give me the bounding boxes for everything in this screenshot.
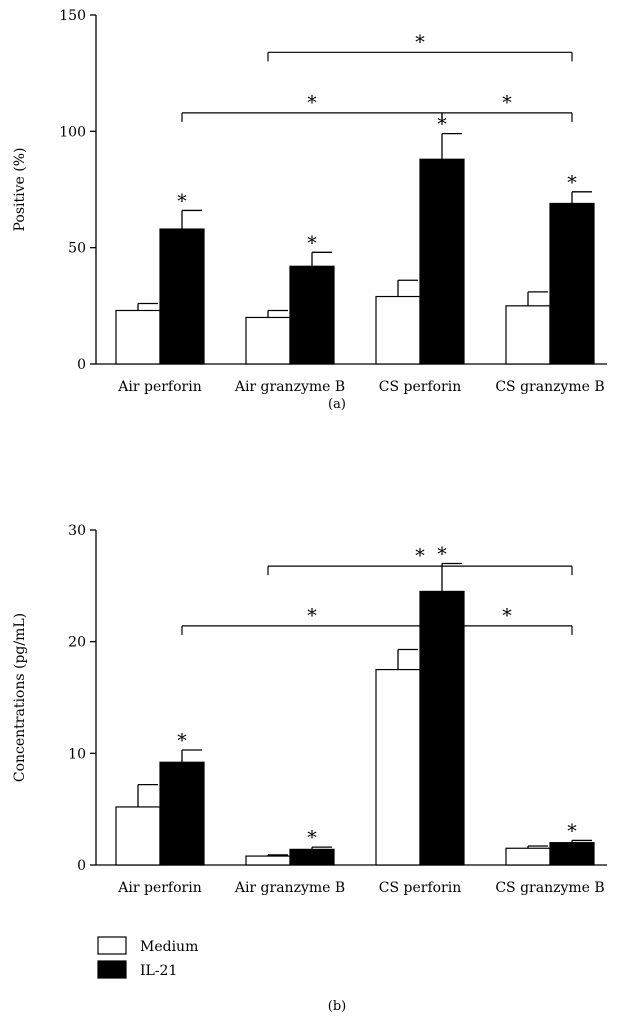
significance-marker: * [177,190,187,212]
legend-swatch-medium [97,936,127,955]
category-label: CS perforin [379,379,462,395]
bar-medium [505,305,551,365]
panel-a-chart: 0 50 100 150 Positive (%) Air perforin Air gra… [12,8,607,412]
bracket-marker: * [415,31,425,53]
category-label: CS granzyme B [495,880,604,896]
category-label: Air granzyme B [234,880,345,896]
bar-il-21 [549,202,595,365]
y-tick-label: 10 [68,746,86,762]
bar-il-21 [289,265,335,365]
significance-marker: * [307,827,317,849]
panel-caption: (b) [328,999,346,1014]
bar-il-21 [549,842,595,866]
significance-marker: * [307,232,317,254]
y-axis-label: Concentrations (pg/mL) [12,613,28,782]
bar-medium [245,316,291,365]
y-tick-label: 20 [68,635,86,651]
significance-marker: * [567,820,577,842]
significance-marker: * [567,172,577,194]
bar-il-21 [289,848,335,866]
bar-medium [115,309,161,365]
bar-il-21 [419,590,465,866]
significance-marker: * [437,114,447,136]
bar-medium [115,806,161,866]
legend-swatch-il-21 [97,960,127,979]
bar-medium [375,295,421,365]
category-label: Air perforin [117,880,201,896]
y-tick-label: 0 [77,858,86,874]
bar-medium [375,668,421,866]
y-tick-label: 100 [59,124,86,140]
bracket-marker: * [307,605,317,627]
legend-label-medium: Medium [140,939,198,955]
significance-marker: * [177,730,187,752]
bar-medium [505,847,551,866]
panel-caption: (a) [328,397,346,412]
bar-il-21 [419,158,465,365]
bar-il-21 [159,761,205,866]
category-label: CS granzyme B [495,379,604,395]
bracket-marker: * [502,92,512,114]
category-label: CS perforin [379,880,462,896]
legend-label-il-21: IL-21 [140,963,177,979]
panel-b-chart: 0 10 20 30 Concentrations (pg/mL) Air perfori… [12,523,607,1014]
y-tick-label: 0 [77,357,86,373]
legend: Medium IL-21 [97,936,198,979]
bracket-marker: * [415,545,425,567]
bar-medium [245,855,291,866]
y-tick-label: 150 [59,8,86,24]
bar-il-21 [159,228,205,365]
bracket-marker: * [307,92,317,114]
category-label: Air granzyme B [234,379,345,395]
significance-marker: * [437,544,447,566]
bracket-marker: * [502,605,512,627]
category-label: Air perforin [117,379,201,395]
y-tick-label: 50 [68,241,86,257]
y-axis-label: Positive (%) [12,148,28,232]
y-tick-label: 30 [68,523,86,539]
